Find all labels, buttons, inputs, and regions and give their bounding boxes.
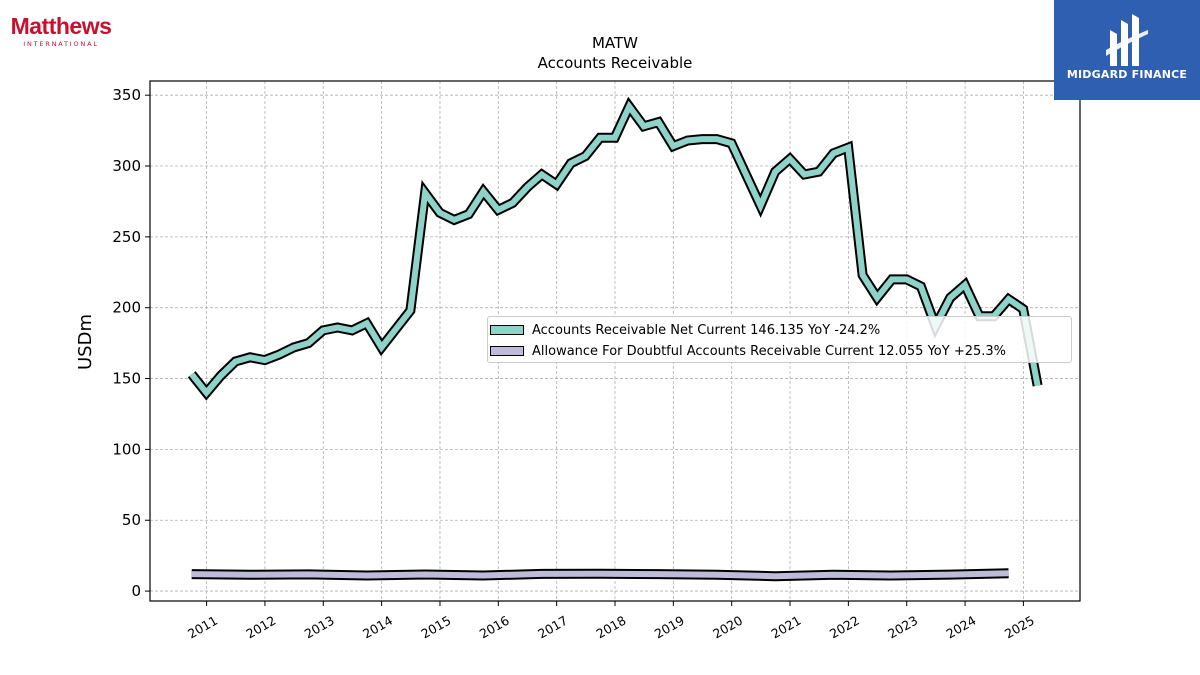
x-tick-label: 2023	[885, 613, 920, 642]
midgard-emblem-icon	[1106, 14, 1148, 66]
chart-subtitle: Accounts Receivable	[538, 54, 693, 72]
x-tick-label: 2018	[593, 613, 628, 642]
y-axis-label: USDm	[75, 314, 96, 370]
x-tick-label: 2020	[710, 613, 745, 642]
legend-label-allowance: Allowance For Doubtful Accounts Receivab…	[532, 343, 1007, 359]
y-tick-label: 200	[112, 299, 141, 317]
x-tick-label: 2011	[185, 613, 220, 642]
x-tick-label: 2025	[1002, 613, 1037, 642]
legend-swatch-ar-net	[490, 325, 524, 335]
matthews-logo: Matthews INTERNATIONAL	[6, 14, 116, 48]
y-ticks: 0 50 100 150 200 250 300 350	[112, 86, 150, 600]
legend-swatch-allowance	[490, 346, 524, 356]
y-tick-label: 50	[122, 511, 141, 529]
x-tick-label: 2017	[535, 613, 570, 642]
legend: Accounts Receivable Net Current 146.135 …	[487, 316, 1072, 363]
x-ticks: 2011 2012 2013 2014 2015 2016 2017 2018 2019 2020…	[185, 601, 1037, 642]
x-tick-label: 2016	[477, 613, 512, 642]
series-lines	[187, 96, 1043, 582]
x-tick-label: 2012	[243, 613, 278, 642]
legend-item-allowance: Allowance For Doubtful Accounts Receivab…	[490, 343, 1006, 359]
x-tick-label: 2015	[418, 613, 453, 642]
y-tick-label: 350	[112, 86, 141, 104]
y-tick-label: 250	[112, 228, 141, 246]
matthews-logo-subtitle: INTERNATIONAL	[23, 40, 99, 48]
legend-label-ar-net: Accounts Receivable Net Current 146.135 …	[532, 322, 881, 338]
series-line-ar-net	[189, 100, 1041, 398]
chart-title: MATW	[592, 34, 638, 52]
y-tick-label: 150	[112, 370, 141, 388]
y-tick-label: 0	[131, 582, 141, 600]
x-tick-label: 2013	[302, 613, 337, 642]
matthews-logo-name: Matthews	[10, 13, 112, 39]
legend-item-ar-net: Accounts Receivable Net Current 146.135 …	[490, 322, 880, 338]
x-tick-label: 2022	[827, 613, 862, 642]
midgard-finance-logo: MIDGARD FINANCE	[1054, 0, 1200, 100]
x-tick-label: 2021	[768, 613, 803, 642]
midgard-logo-text: MIDGARD FINANCE	[1066, 68, 1188, 81]
x-tick-label: 2024	[944, 613, 979, 642]
series-line-allowance	[191, 570, 1009, 580]
x-tick-label: 2014	[360, 613, 395, 642]
x-tick-label: 2019	[652, 613, 687, 642]
y-tick-label: 300	[112, 157, 141, 175]
y-tick-label: 100	[112, 440, 141, 458]
